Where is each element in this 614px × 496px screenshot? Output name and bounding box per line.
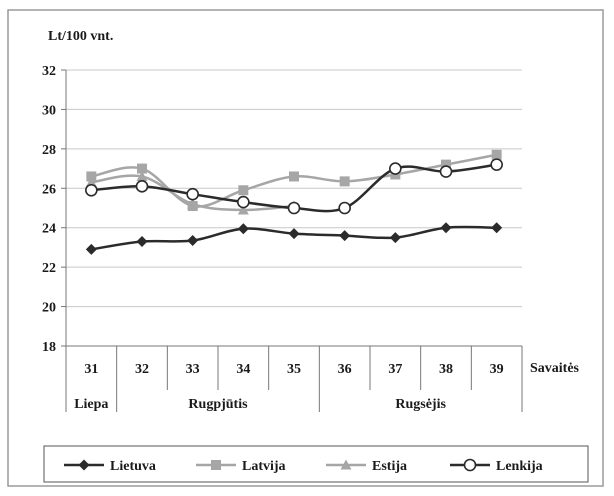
x-tick-label: 38 bbox=[439, 362, 453, 377]
x-category-table: 31 32 33 34 35 36 37 38 39 Liepa Rugpjūtis Rugsėjis bbox=[65, 346, 523, 412]
data-point bbox=[441, 159, 451, 170]
y-tick-label: 22 bbox=[42, 261, 56, 276]
y-tick-label: 28 bbox=[42, 143, 56, 158]
data-point bbox=[238, 185, 249, 196]
data-point bbox=[439, 165, 453, 178]
data-point bbox=[339, 230, 351, 242]
legend-marker bbox=[340, 459, 352, 470]
month-label: Liepa bbox=[74, 397, 108, 412]
x-tick-label: 37 bbox=[388, 362, 402, 377]
chart-area-border bbox=[7, 9, 604, 487]
y-tick-labels: 18 20 22 24 26 28 30 32 bbox=[42, 64, 56, 355]
month-label: Rugsėjis bbox=[395, 397, 446, 412]
data-point bbox=[85, 183, 98, 197]
legend-label: Estija bbox=[372, 459, 407, 474]
data-point bbox=[491, 149, 502, 160]
data-point bbox=[389, 232, 401, 244]
data-point bbox=[186, 187, 199, 201]
data-point bbox=[187, 235, 199, 247]
data-point bbox=[187, 201, 198, 212]
data-point bbox=[237, 223, 249, 235]
series-group bbox=[85, 149, 503, 255]
y-tick-label: 18 bbox=[42, 340, 56, 355]
x-tick-label: 31 bbox=[84, 362, 98, 377]
axes bbox=[65, 70, 522, 347]
data-point bbox=[86, 171, 97, 182]
data-point bbox=[440, 222, 452, 234]
legend-marker bbox=[463, 458, 477, 472]
series-lietuva bbox=[85, 222, 503, 255]
data-point bbox=[85, 176, 97, 187]
legend-box bbox=[43, 445, 589, 483]
month-label: Rugpjūtis bbox=[188, 397, 248, 412]
y-tick-label: 30 bbox=[42, 103, 56, 118]
data-point bbox=[339, 176, 350, 187]
series-lenkija bbox=[85, 158, 503, 215]
data-point bbox=[288, 228, 300, 240]
legend-marker bbox=[211, 460, 221, 470]
data-point bbox=[237, 204, 249, 215]
data-point bbox=[289, 171, 299, 182]
data-point bbox=[338, 201, 351, 215]
data-point bbox=[136, 236, 148, 248]
series-latvija bbox=[86, 149, 502, 212]
y-axis-label: Lt/100 vnt. bbox=[48, 29, 113, 44]
y-tick-label: 20 bbox=[42, 301, 56, 316]
data-point bbox=[490, 158, 503, 171]
data-point bbox=[237, 195, 250, 209]
data-point bbox=[85, 243, 97, 255]
y-tick-label: 32 bbox=[42, 64, 56, 79]
x-tick-label: 35 bbox=[287, 362, 301, 377]
legend-label: Latvija bbox=[242, 459, 286, 474]
data-point bbox=[287, 201, 301, 215]
y-tick-label: 26 bbox=[42, 182, 56, 197]
legend-label: Lietuva bbox=[110, 459, 156, 474]
data-point bbox=[389, 162, 402, 175]
x-tick-label: 39 bbox=[490, 362, 504, 377]
x-tick-label: 33 bbox=[186, 362, 200, 377]
x-axis-label: Savaitės bbox=[530, 361, 580, 376]
data-point bbox=[135, 180, 149, 193]
legend-marker bbox=[78, 459, 90, 471]
data-point bbox=[136, 170, 148, 181]
y-tick-label: 24 bbox=[42, 222, 56, 237]
legend-label: Lenkija bbox=[496, 459, 543, 474]
data-point bbox=[491, 222, 503, 234]
x-tick-label: 36 bbox=[338, 362, 352, 377]
x-tick-label: 32 bbox=[135, 362, 149, 377]
x-tick-label: 34 bbox=[236, 362, 250, 377]
data-point bbox=[137, 163, 147, 174]
legend: Lietuva Latvija Estija Lenkija bbox=[43, 445, 589, 483]
